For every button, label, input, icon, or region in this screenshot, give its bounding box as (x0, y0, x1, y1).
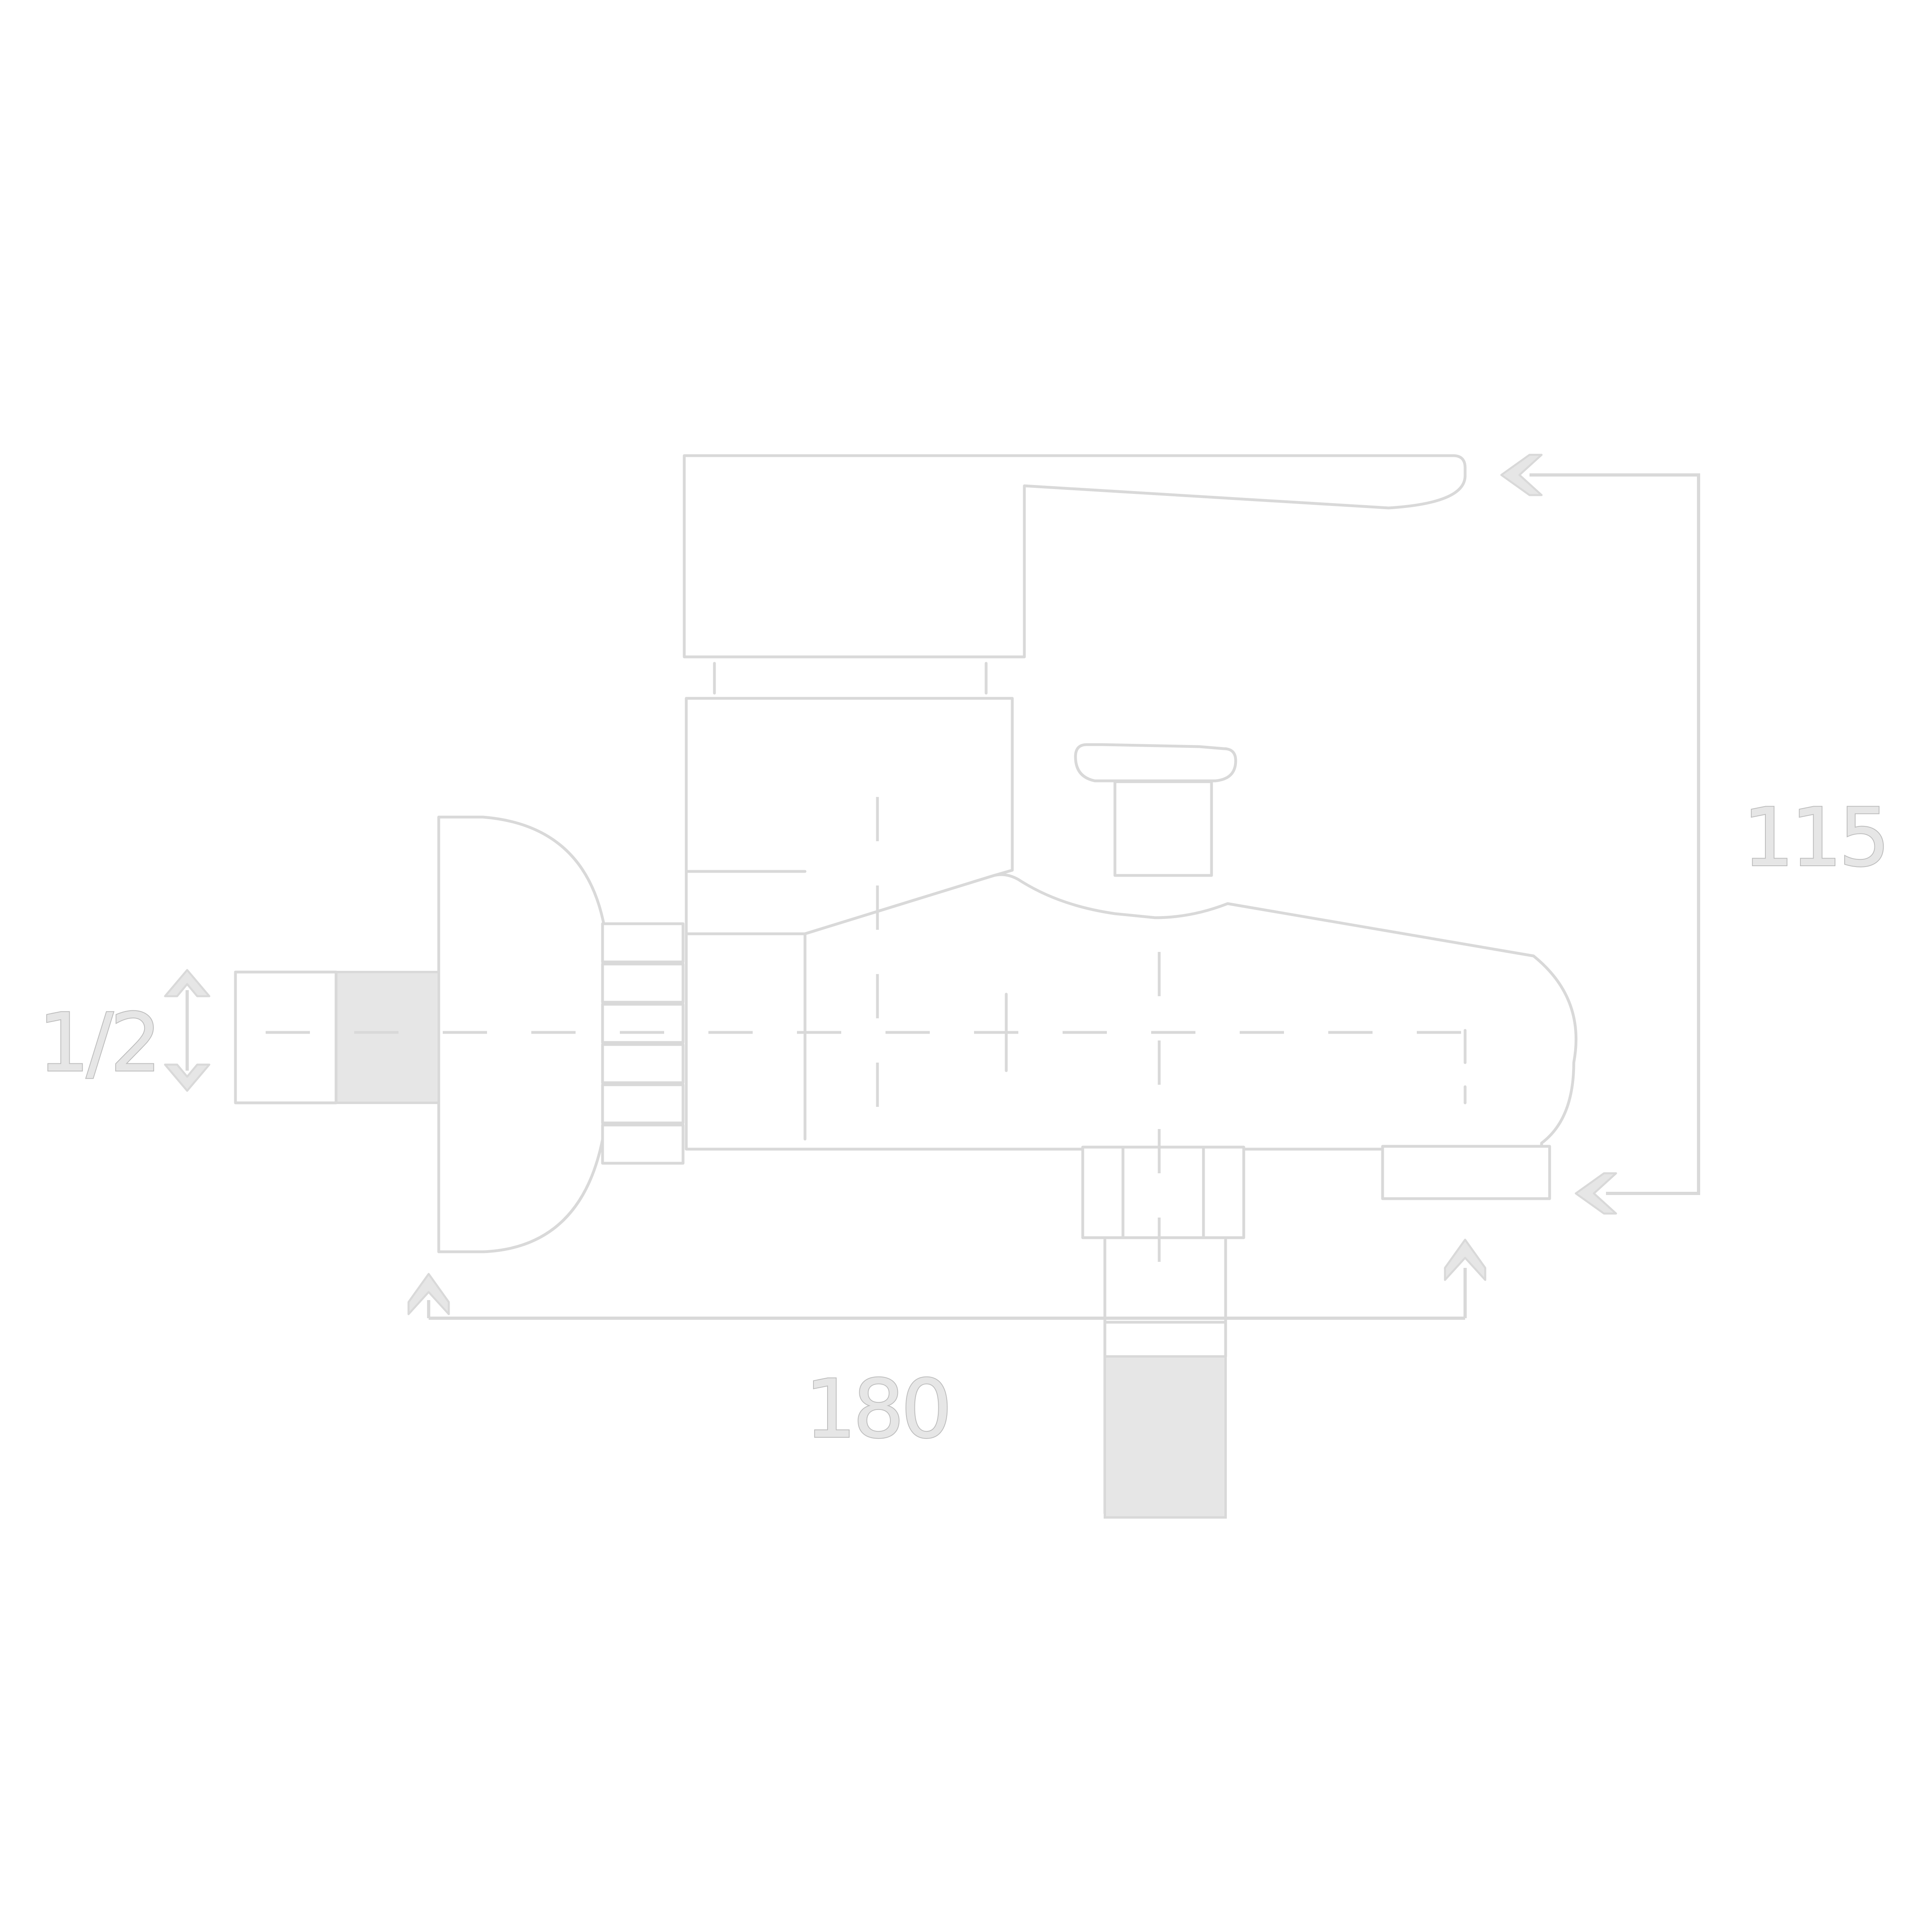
valve-body (685, 873, 1578, 1151)
dimension-height-label: 115 (1743, 791, 1887, 885)
inlet-pipe-end (234, 970, 338, 1104)
outlet-pipe-shaded (1104, 1355, 1227, 1519)
dimension-length: 180 (407, 1238, 1486, 1457)
lever-handle (683, 454, 1467, 658)
dimension-length-label: 180 (805, 1362, 949, 1456)
dimension-thread: 1/2 (37, 969, 211, 1092)
top-cap-neck (1113, 780, 1213, 877)
thread-rings (601, 922, 685, 1165)
arrow-left-icon (1500, 454, 1543, 496)
inlet-pipe-shaded (335, 971, 440, 1104)
center-lines (266, 797, 1467, 1300)
arrow-down-icon (164, 1063, 211, 1092)
top-cap-knob (1074, 743, 1237, 782)
arrow-left-icon (1575, 1172, 1617, 1215)
dimension-height: 115 (1500, 454, 1891, 1215)
end-cap (1381, 1145, 1551, 1200)
dimension-thread-label: 1/2 (38, 996, 158, 1090)
outlet-nut (1081, 1146, 1245, 1239)
arrow-up-icon (1444, 1238, 1486, 1281)
wall-flange (437, 815, 605, 1253)
arrow-up-icon (164, 969, 211, 997)
arrow-up-icon (407, 1273, 450, 1315)
